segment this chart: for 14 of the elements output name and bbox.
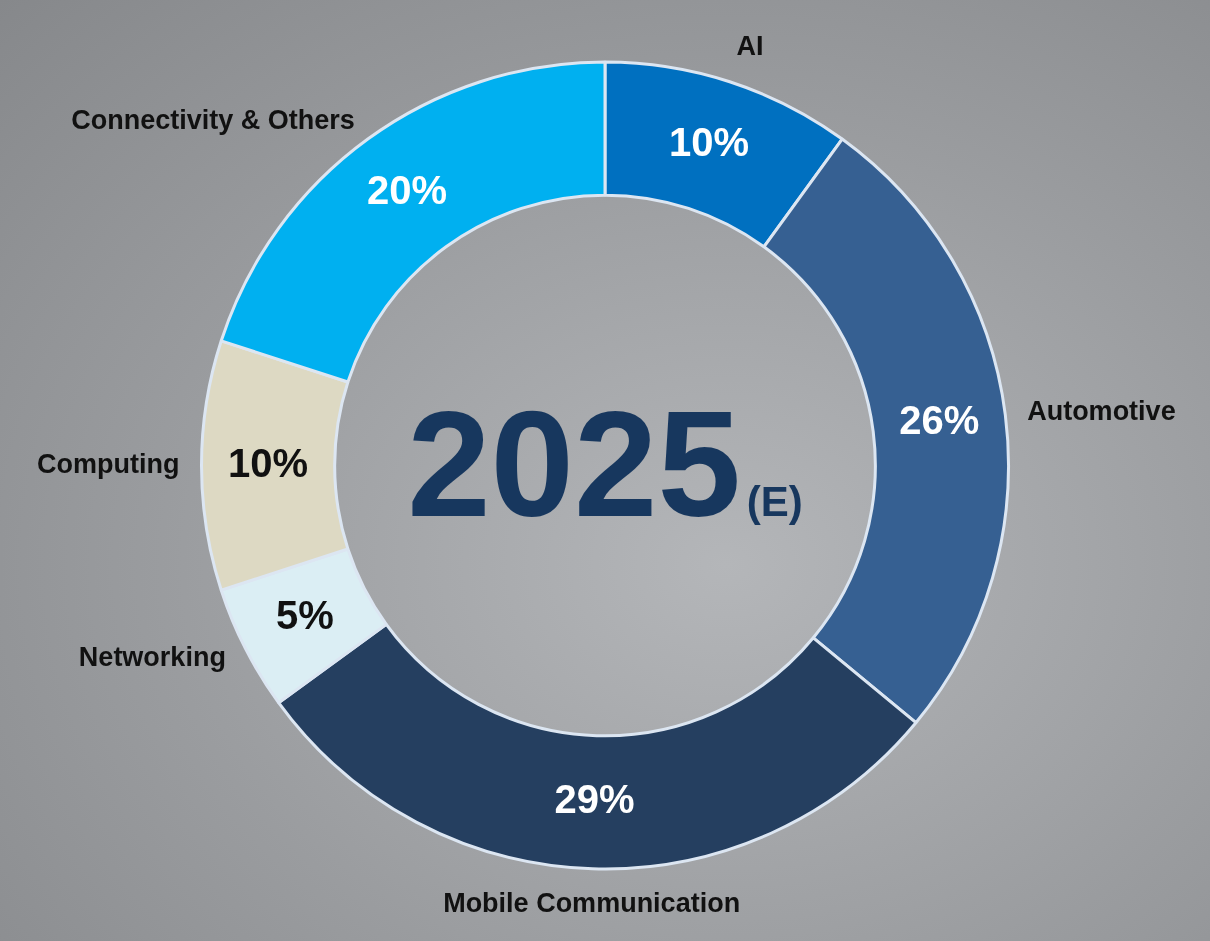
slice-label: Automotive [1027, 395, 1176, 426]
slice-label: Mobile Communication [443, 887, 741, 918]
data-label: 26% [899, 398, 980, 443]
data-label: 10% [669, 120, 750, 165]
text: 2025 [407, 379, 741, 548]
data-label: 10% [228, 440, 309, 485]
slice-label: AI [736, 30, 764, 61]
data-label: 20% [366, 167, 447, 212]
data-label: 5% [275, 593, 334, 638]
text: (E) [746, 477, 803, 525]
data-label: 29% [554, 777, 635, 822]
slice-label: Connectivity & Others [71, 104, 355, 135]
slice-label: Computing [37, 448, 180, 479]
slice-label: Networking [78, 642, 226, 673]
